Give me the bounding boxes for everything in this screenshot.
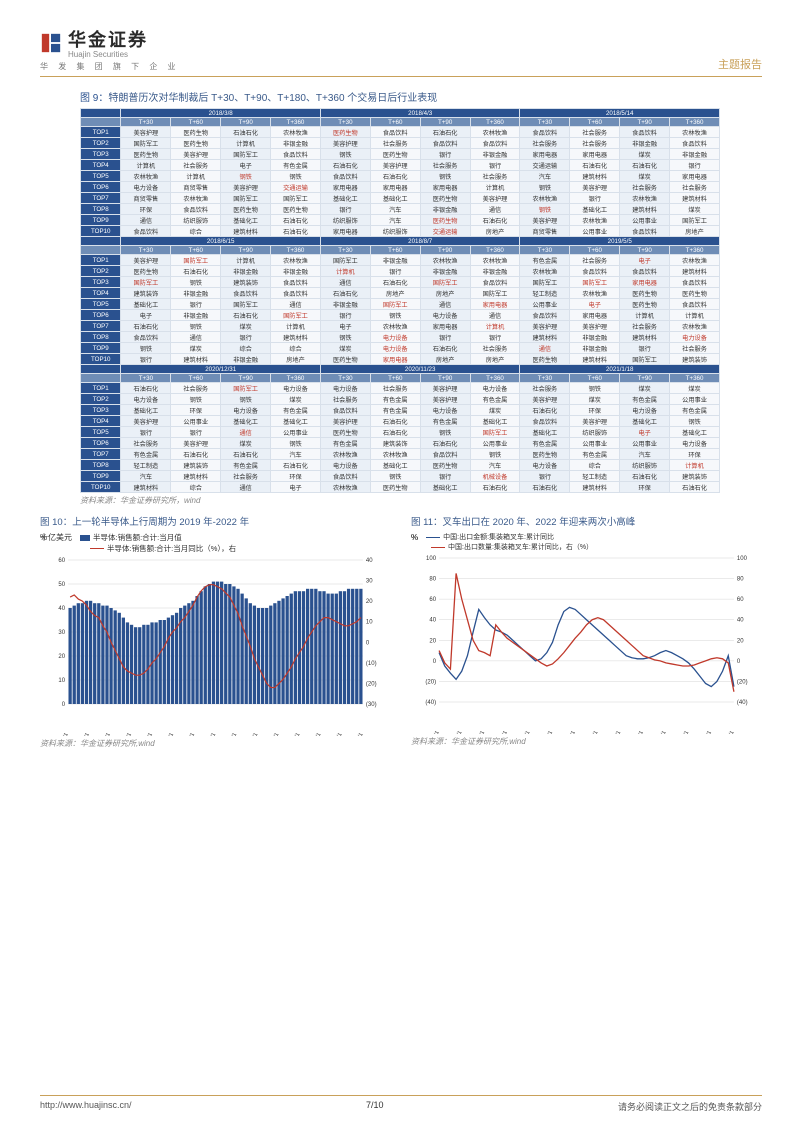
svg-text:2021/10/1: 2021/10/1 <box>559 730 576 734</box>
svg-text:(20): (20) <box>737 679 748 685</box>
svg-text:2021/10/1: 2021/10/1 <box>242 732 259 736</box>
fig11-source: 资料来源：华金证券研究所,wind <box>411 736 762 747</box>
fig9-table: 2018/3/82018/4/32018/5/14 T+30T+60T+90T+… <box>80 108 720 493</box>
svg-text:2019/10/1: 2019/10/1 <box>423 730 440 734</box>
svg-text:2019/9/1: 2019/9/1 <box>138 732 154 736</box>
svg-text:100: 100 <box>426 556 437 562</box>
svg-text:2018/6/1: 2018/6/1 <box>75 732 91 736</box>
svg-text:30: 30 <box>58 630 65 636</box>
doc-type: 主题报告 <box>718 56 762 72</box>
svg-text:2023/11/1: 2023/11/1 <box>347 732 364 736</box>
svg-text:2022/6/1: 2022/6/1 <box>606 730 622 734</box>
svg-text:2023/6/1: 2023/6/1 <box>328 732 344 736</box>
logo-block: 华金证券 Huajin Securities 华 发 集 团 旗 下 企 业 <box>40 26 180 72</box>
svg-text:(30): (30) <box>366 702 377 708</box>
svg-text:40: 40 <box>366 558 373 564</box>
svg-text:2023/1/1: 2023/1/1 <box>307 732 323 736</box>
svg-text:(10): (10) <box>366 661 377 667</box>
svg-text:20: 20 <box>58 654 65 660</box>
svg-text:2021/5/1: 2021/5/1 <box>222 732 238 736</box>
fig9-source: 资料来源：华金证券研究所，wind <box>80 495 762 506</box>
svg-text:10: 10 <box>58 678 65 684</box>
svg-text:2022/2/1: 2022/2/1 <box>584 730 600 734</box>
svg-text:80: 80 <box>429 577 436 583</box>
svg-text:30: 30 <box>366 579 373 585</box>
fig10-chart: 60 50 40 30 20 10 0 40 30 20 10 0 (10) (20) (30) 2018/1… <box>40 556 391 736</box>
svg-text:0: 0 <box>737 659 741 665</box>
fig11-chart: 100 100 80 80 60 60 40 40 20 20 0 0 (20) (20) (40) (40)… <box>411 554 762 734</box>
svg-text:60: 60 <box>58 558 65 564</box>
svg-text:2020/2/1: 2020/2/1 <box>448 730 464 734</box>
svg-text:0: 0 <box>62 702 66 708</box>
page-footer: http://www.huajinsc.cn/ 7/10 请务必阅读正文之后的免… <box>40 1095 762 1113</box>
footer-url: http://www.huajinsc.cn/ <box>40 1100 132 1113</box>
svg-text:2024/2/1: 2024/2/1 <box>720 730 736 734</box>
logo-icon <box>40 32 62 54</box>
svg-text:80: 80 <box>737 577 744 583</box>
svg-text:2021/2/1: 2021/2/1 <box>516 730 532 734</box>
svg-text:20: 20 <box>429 638 436 644</box>
logo-subtitle: 华 发 集 团 旗 下 企 业 <box>40 61 180 72</box>
svg-text:40: 40 <box>429 618 436 624</box>
svg-text:0: 0 <box>433 659 437 665</box>
svg-text:20: 20 <box>737 638 744 644</box>
svg-text:2023/6/1: 2023/6/1 <box>674 730 690 734</box>
svg-text:(20): (20) <box>366 681 377 687</box>
fig9-title: 图 9：特朗普历次对华制裁后 T+30、T+90、T+180、T+360 个交易… <box>80 89 762 104</box>
svg-text:10: 10 <box>366 620 373 626</box>
svg-text:60: 60 <box>429 597 436 603</box>
fig10-legend-2: 半导体:销售额:合计:当月同比（%），右 <box>40 543 391 554</box>
svg-text:0: 0 <box>366 640 370 646</box>
svg-text:2019/4/1: 2019/4/1 <box>117 732 133 736</box>
svg-text:20: 20 <box>366 599 373 605</box>
svg-text:2023/10/1: 2023/10/1 <box>696 730 713 734</box>
footer-disclaimer: 请务必阅读正文之后的免责条款部分 <box>618 1100 762 1113</box>
svg-text:2020/10/1: 2020/10/1 <box>491 730 508 734</box>
svg-text:2020/12/1: 2020/12/1 <box>200 732 217 736</box>
svg-text:(20): (20) <box>425 679 436 685</box>
fig11-title: 图 11：叉车出口在 2020 年、2022 年迎来两次小高峰 <box>411 514 762 528</box>
svg-text:(40): (40) <box>425 700 436 706</box>
fig10-source: 资料来源：华金证券研究所,wind <box>40 738 391 749</box>
fig11-legend: % 中国:出口金额:集装箱叉车:累计同比 % <box>411 532 762 542</box>
svg-text:50: 50 <box>58 582 65 588</box>
svg-text:2020/6/1: 2020/6/1 <box>470 730 486 734</box>
fig11-legend-2: 中国:出口数量:集装箱叉车:累计同比，右（%） <box>411 542 762 552</box>
logo-text-zh: 华金证券 <box>68 26 148 52</box>
svg-text:100: 100 <box>737 556 748 562</box>
svg-text:40: 40 <box>58 606 65 612</box>
svg-text:40: 40 <box>737 618 744 624</box>
svg-text:2022/10/1: 2022/10/1 <box>627 730 644 734</box>
svg-text:2022/3/1: 2022/3/1 <box>264 732 280 736</box>
svg-text:2021/6/1: 2021/6/1 <box>538 730 554 734</box>
footer-page: 7/10 <box>366 1100 384 1113</box>
svg-text:2020/2/1: 2020/2/1 <box>159 732 175 736</box>
fig10-legend: 十亿美元 半导体:销售额:合计:当月值 % <box>40 532 391 543</box>
svg-text:2020/7/1: 2020/7/1 <box>180 732 196 736</box>
svg-text:(40): (40) <box>737 700 748 706</box>
svg-text:2023/2/1: 2023/2/1 <box>652 730 668 734</box>
svg-text:60: 60 <box>737 597 744 603</box>
fig10-title: 图 10：上一轮半导体上行周期为 2019 年-2022 年 <box>40 514 391 528</box>
svg-text:2022/8/1: 2022/8/1 <box>286 732 302 736</box>
svg-text:2018/1/1: 2018/1/1 <box>54 732 70 736</box>
page-header: 华金证券 Huajin Securities 华 发 集 团 旗 下 企 业 主… <box>40 26 762 77</box>
svg-text:2018/11/1: 2018/11/1 <box>95 732 112 736</box>
